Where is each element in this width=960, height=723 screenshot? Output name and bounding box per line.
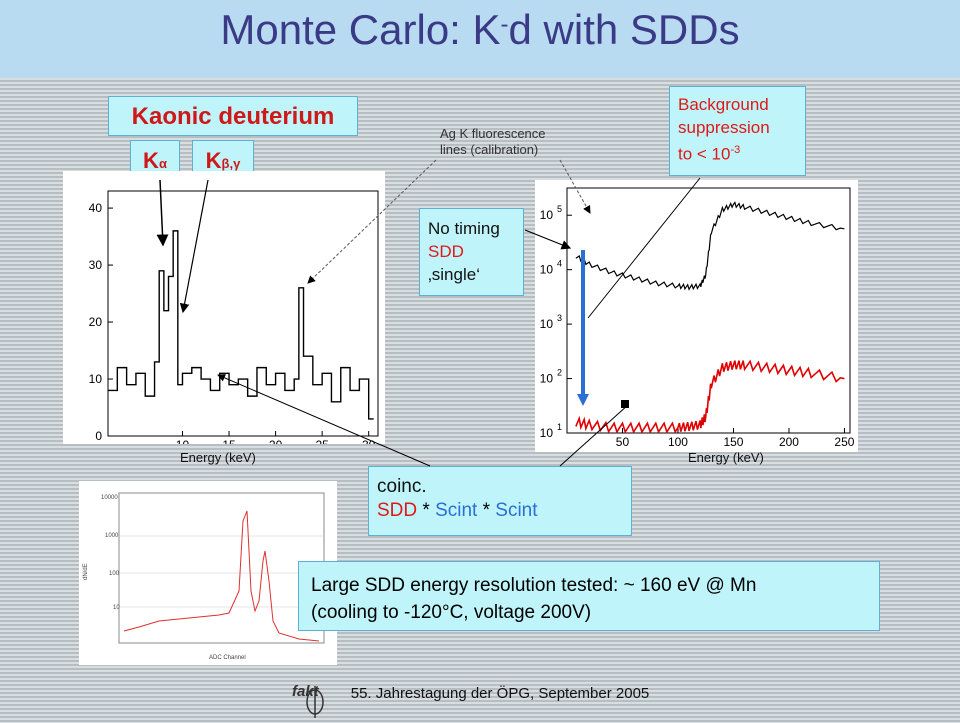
y-tick-label: 10 (540, 372, 554, 386)
y-tick-exponent: 2 (557, 368, 562, 378)
y-tick-label: 10 (540, 317, 554, 331)
sdd-spectrum-chart: 50 100 150 200 250 10 1 10 2 10 3 10 4 10 5 (535, 180, 858, 452)
svg-text:ADC Channel: ADC Channel (209, 655, 246, 661)
y-tick-label: 10 (540, 208, 554, 222)
svg-text:100: 100 (109, 571, 120, 577)
y-tick-exponent: 5 (557, 204, 562, 214)
no-timing-box: No timing SDD ‚single‘ (419, 208, 524, 296)
y-tick-label: 30 (89, 258, 103, 272)
y-tick-label: 10 (540, 426, 554, 440)
energy-axis-label-left: Energy (keV) (180, 450, 256, 465)
y-tick-label: 10 (540, 263, 554, 277)
y-tick-exponent: 1 (557, 422, 562, 432)
kaonic-series (108, 230, 374, 420)
x-tick-label: 50 (616, 435, 630, 449)
y-tick-exponent: 3 (557, 313, 562, 323)
y-tick-label: 40 (89, 201, 103, 215)
slide-title: Monte Carlo: K-d with SDDs (220, 6, 740, 53)
y-tick-exponent: 4 (557, 259, 562, 269)
y-tick-label: 20 (89, 315, 103, 329)
footer: 55. Jahrestagung der ÖPG, September 2005 (350, 685, 650, 702)
kaonic-deuterium-label: Kaonic deuterium (108, 96, 358, 136)
kaonic-spectrum-chart: 1015202530010203040 (63, 171, 385, 452)
coincidence-box: coinc. SDD * Scint * Scint (368, 466, 632, 536)
resolution-note-box: Large SDD energy resolution tested: ~ 16… (298, 561, 880, 631)
x-tick-label: 200 (779, 435, 799, 449)
title-bar (0, 0, 960, 78)
adc-spectrum-thumbnail: 10000 1000 100 10 dN/dE ADC Channel (79, 481, 337, 665)
ag-fluorescence-note: Ag K fluorescence lines (calibration) (440, 126, 546, 157)
x-tick-label: 150 (723, 435, 743, 449)
x-tick-label: 250 (834, 435, 854, 449)
svg-text:10: 10 (113, 605, 120, 611)
y-tick-label: 0 (95, 429, 102, 443)
svg-text:1000: 1000 (105, 533, 119, 539)
coincidence-series (575, 359, 845, 434)
x-tick-label: 100 (668, 435, 688, 449)
svg-text:fakt: fakt (292, 683, 320, 700)
fakt-logo: fakt (290, 672, 340, 718)
background-suppression-box: Background suppression to < 10-3 (669, 86, 806, 176)
svg-text:10000: 10000 (101, 495, 118, 501)
single-series (575, 201, 845, 291)
y-tick-label: 10 (89, 372, 103, 386)
svg-text:dN/dE: dN/dE (83, 563, 89, 580)
suppression-arrow-head (577, 394, 589, 406)
energy-axis-label-right: Energy (keV) (688, 450, 764, 465)
